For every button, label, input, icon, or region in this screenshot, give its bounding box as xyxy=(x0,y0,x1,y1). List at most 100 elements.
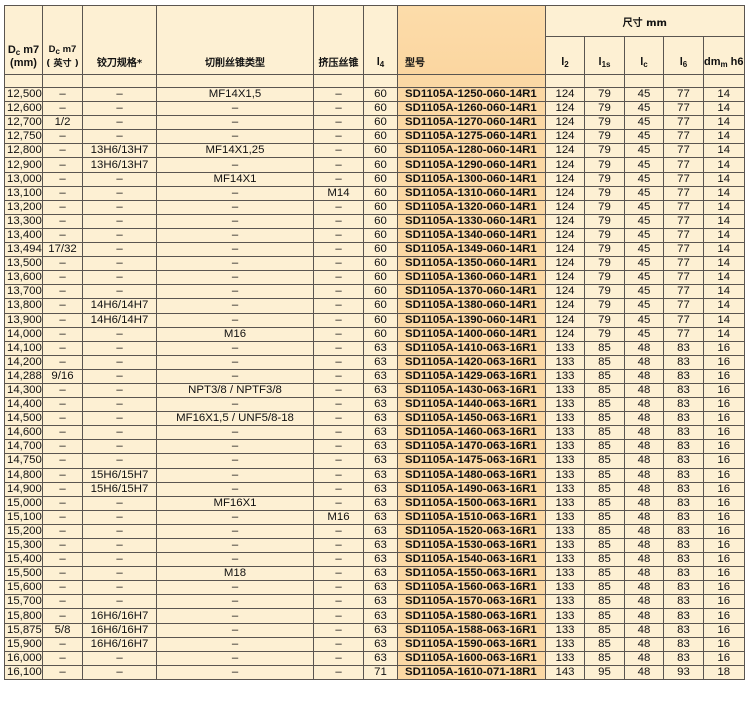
cell-dmm: 16 xyxy=(703,397,745,413)
cell-l1s: 85 xyxy=(584,368,625,384)
cell-lc: 48 xyxy=(624,439,664,455)
cell-lc: 48 xyxy=(624,622,664,638)
cell-cut-tap: – xyxy=(156,340,314,356)
cell-reamer: 14H6/14H7 xyxy=(82,298,157,314)
cell-reamer: 14H6/14H7 xyxy=(82,312,157,328)
cell-l2: 133 xyxy=(545,523,585,540)
cell-reamer: – xyxy=(82,199,157,215)
header-dmm: dmm h6 xyxy=(703,36,745,75)
cell-dc-inch: – xyxy=(42,284,83,300)
cell-dc-mm: 13,494 xyxy=(4,242,43,258)
cell-dc-inch: – xyxy=(42,312,83,328)
cell-reamer: – xyxy=(82,101,157,117)
cell-lc: 45 xyxy=(624,326,664,342)
cell-reamer: – xyxy=(82,185,157,201)
cell-l6: 77 xyxy=(663,129,704,145)
cell-cut-tap: M16 xyxy=(156,326,314,342)
cell-l4: 63 xyxy=(363,594,398,610)
cell-dmm: 14 xyxy=(703,171,745,187)
cell-dc-mm: 15,100 xyxy=(4,509,43,525)
cell-l2: 133 xyxy=(545,382,585,399)
cell-dc-inch: – xyxy=(42,171,83,187)
cell-l4: 60 xyxy=(363,270,398,286)
cell-dmm: 16 xyxy=(703,580,745,596)
cell-l6: 77 xyxy=(663,213,704,229)
cell-form-tap: – xyxy=(313,439,364,455)
cell-model: SD1105A-1510-063-16R1 xyxy=(397,509,546,525)
table-row: 15,800–16H6/16H7– –63 SD1105A-1580-063-16R… xyxy=(4,608,745,624)
cell-l1s: 85 xyxy=(584,340,625,356)
cell-l1s: 85 xyxy=(584,382,625,399)
cell-cut-tap: – xyxy=(156,636,314,652)
cell-model: SD1105A-1380-060-14R1 xyxy=(397,298,546,314)
cell-cut-tap: – xyxy=(156,439,314,455)
table-row: 15,100– – – M16 63 SD1105A-1510-063-16R1 133 85… xyxy=(4,509,745,525)
cell-cut-tap: – xyxy=(156,467,314,483)
cell-reamer: – xyxy=(82,129,157,145)
cell-form-tap: – xyxy=(313,199,364,215)
table-row: 13,700– – – –60 SD1105A-1370-060-14R1 124 79 45… xyxy=(4,284,745,300)
cell-lc: 48 xyxy=(624,650,664,666)
cell-dmm: 14 xyxy=(703,256,745,272)
cell-cut-tap: – xyxy=(156,552,314,568)
cell-dc-inch: – xyxy=(42,580,83,596)
cell-l6: 83 xyxy=(663,566,704,582)
cell-reamer: – xyxy=(82,650,157,666)
table-body: 12,500– – MF14X1,5–60 SD1105A-1250-060-14R1… xyxy=(4,86,745,680)
cell-l1s: 85 xyxy=(584,411,625,427)
cell-l1s: 85 xyxy=(584,537,625,554)
cell-dmm: 16 xyxy=(703,650,745,666)
cell-l6: 83 xyxy=(663,537,704,554)
cell-lc: 45 xyxy=(624,171,664,187)
cell-dc-inch: – xyxy=(42,425,83,441)
cell-l2: 124 xyxy=(545,185,585,201)
cell-reamer: – xyxy=(82,566,157,582)
cell-l6: 83 xyxy=(663,594,704,610)
cell-dc-inch: – xyxy=(42,86,83,103)
cell-l6: 83 xyxy=(663,453,704,469)
cell-dmm: 14 xyxy=(703,298,745,314)
cell-lc: 45 xyxy=(624,157,664,173)
cell-reamer: – xyxy=(82,86,157,103)
cell-model: SD1105A-1460-063-16R1 xyxy=(397,425,546,441)
cell-l6: 83 xyxy=(663,340,704,356)
cell-dc-inch: – xyxy=(42,594,83,610)
cell-cut-tap: – xyxy=(156,481,314,497)
table-row: 13,300– – – –60 SD1105A-1330-060-14R1 124 79 45… xyxy=(4,213,745,229)
cell-l1s: 85 xyxy=(584,439,625,455)
cell-l4: 63 xyxy=(363,397,398,413)
cell-l6: 77 xyxy=(663,284,704,300)
cell-cut-tap: – xyxy=(156,397,314,413)
table-row: 14,700– – – –63 SD1105A-1470-063-16R1 133 85 48… xyxy=(4,439,745,455)
cell-lc: 45 xyxy=(624,143,664,159)
cell-dc-inch: – xyxy=(42,382,83,399)
cell-dc-mm: 15,200 xyxy=(4,523,43,540)
cell-dc-inch: – xyxy=(42,523,83,540)
header-cut-tap: 切削丝锥类型 xyxy=(156,5,314,75)
cell-model: SD1105A-1300-060-14R1 xyxy=(397,171,546,187)
cell-l4: 60 xyxy=(363,157,398,173)
cell-l1s: 79 xyxy=(584,101,625,117)
cell-dmm: 16 xyxy=(703,467,745,483)
cell-l1s: 79 xyxy=(584,326,625,342)
cell-cut-tap: – xyxy=(156,185,314,201)
cell-reamer: – xyxy=(82,552,157,568)
cell-l1s: 79 xyxy=(584,199,625,215)
header-dc-inch: Dc m7( 英寸 ) xyxy=(42,5,83,75)
cell-lc: 48 xyxy=(624,425,664,441)
cell-l1s: 85 xyxy=(584,354,625,370)
cell-model: SD1105A-1530-063-16R1 xyxy=(397,537,546,554)
cell-l4: 63 xyxy=(363,439,398,455)
cell-l6: 83 xyxy=(663,354,704,370)
cell-l6: 77 xyxy=(663,256,704,272)
cell-form-tap: – xyxy=(313,382,364,399)
cell-dmm: 16 xyxy=(703,523,745,540)
cell-form-tap: – xyxy=(313,157,364,173)
cell-model: SD1105A-1400-060-14R1 xyxy=(397,326,546,342)
cell-dc-inch: – xyxy=(42,509,83,525)
cell-dmm: 18 xyxy=(703,664,745,680)
cell-l1s: 79 xyxy=(584,312,625,328)
cell-l1s: 79 xyxy=(584,242,625,258)
cell-model: SD1105A-1349-060-14R1 xyxy=(397,242,546,258)
cell-reamer: – xyxy=(82,256,157,272)
